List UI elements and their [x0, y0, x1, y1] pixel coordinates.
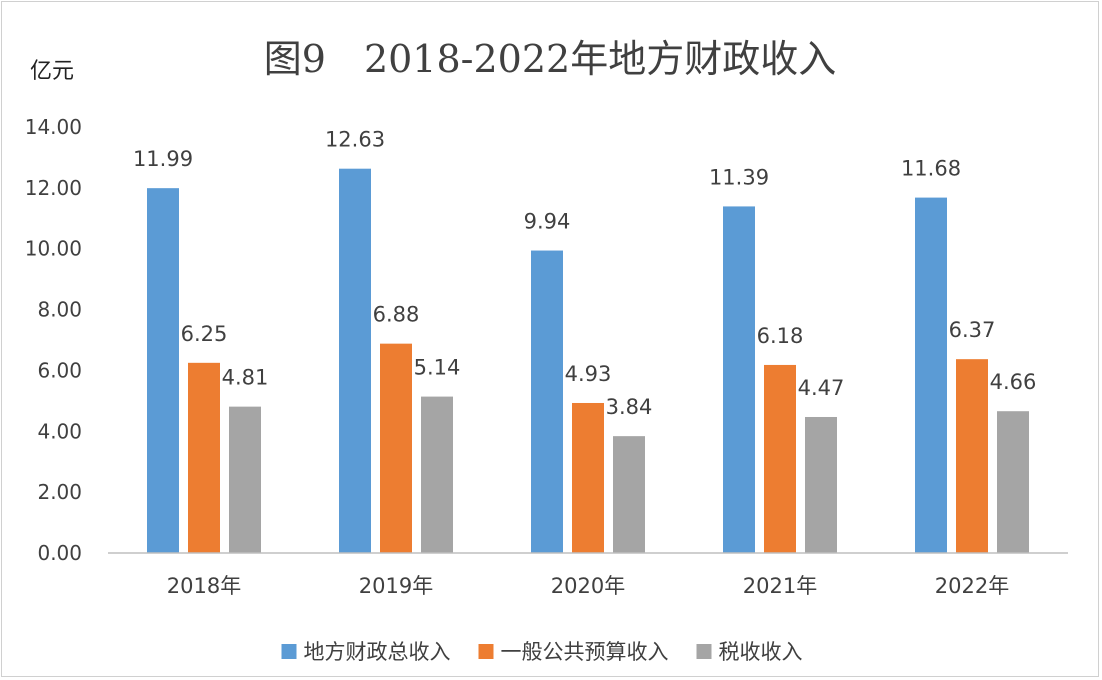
data-label: 6.88	[373, 303, 420, 327]
bar-2-4	[764, 364, 796, 553]
x-tick-label: 2019年	[359, 574, 433, 598]
y-tick-label: 14.00	[25, 115, 82, 139]
x-tick-label: 2020年	[551, 574, 625, 598]
y-axis-unit: 亿元	[30, 59, 74, 84]
data-label: 3.84	[606, 395, 653, 419]
bar-3-5	[997, 411, 1029, 553]
bar-1-4	[723, 206, 755, 553]
y-tick-label: 4.00	[37, 419, 82, 443]
x-tick-label: 2022年	[935, 574, 1009, 598]
data-label: 11.68	[901, 157, 961, 181]
data-label: 11.39	[709, 165, 769, 189]
bar-3-1	[229, 406, 261, 553]
y-tick-label: 10.00	[25, 237, 82, 261]
data-label: 4.93	[565, 362, 612, 386]
data-label: 12.63	[325, 128, 385, 152]
data-label: 9.94	[524, 210, 571, 234]
legend-swatch	[281, 644, 297, 659]
data-label: 4.47	[798, 376, 845, 400]
data-label: 6.37	[949, 318, 996, 342]
legend-label: 税收收入	[719, 640, 803, 664]
x-tick-label: 2021年	[743, 574, 817, 598]
y-tick-label: 12.00	[25, 176, 82, 200]
bar-2-3	[572, 402, 604, 553]
legend-label: 地方财政总收入	[304, 640, 451, 664]
y-tick-label: 2.00	[37, 480, 82, 504]
data-label: 6.18	[757, 324, 804, 348]
y-tick-label: 8.00	[37, 298, 82, 322]
legend-swatch	[478, 644, 494, 659]
x-tick-label: 2018年	[167, 574, 241, 598]
data-label: 11.99	[133, 147, 193, 171]
bar-3-2	[421, 396, 453, 553]
bar-3-3	[613, 436, 645, 553]
legend-swatch	[696, 644, 712, 659]
data-label: 4.66	[990, 370, 1037, 394]
data-label: 4.81	[222, 366, 269, 390]
bar-2-2	[380, 343, 412, 553]
bar-1-1	[147, 188, 179, 553]
bar-1-3	[531, 250, 563, 554]
bar-3-4	[805, 416, 837, 553]
bar-2-1	[188, 362, 220, 553]
y-tick-label: 6.00	[37, 358, 82, 382]
chart-title: 图9 2018-2022年地方财政收入	[264, 37, 836, 81]
data-label: 6.25	[181, 322, 228, 346]
bar-1-5	[915, 197, 947, 553]
data-label: 5.14	[414, 356, 461, 380]
bar-1-2	[339, 168, 371, 554]
y-tick-label: 0.00	[37, 541, 82, 565]
legend-label: 一般公共预算收入	[501, 640, 669, 664]
bar-2-5	[956, 359, 988, 553]
